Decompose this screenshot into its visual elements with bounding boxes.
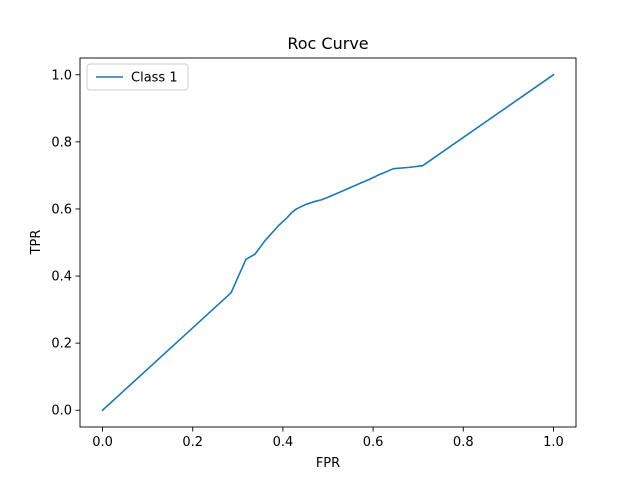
x-tick-label: 1.0 xyxy=(543,435,564,450)
x-tick-label: 0.4 xyxy=(273,435,294,450)
series-layer xyxy=(101,73,555,412)
y-tick-label: 0.2 xyxy=(51,337,72,352)
x-tick-label: 0.2 xyxy=(182,435,203,450)
plot-area xyxy=(79,57,577,428)
plot-frame xyxy=(79,57,577,428)
y-tick-label: 0.8 xyxy=(51,135,72,150)
legend-label: Class 1 xyxy=(131,71,178,86)
x-tick-label: 0.6 xyxy=(363,435,384,450)
series-line-class-1 xyxy=(101,73,555,412)
y-tick-label: 0.4 xyxy=(51,270,72,285)
x-axis-label: FPR xyxy=(316,456,340,471)
x-tick-label: 0.0 xyxy=(92,435,113,450)
y-axis-ticks: 0.0 0.2 0.4 0.6 0.8 1.0 xyxy=(51,68,80,419)
chart-title: Roc Curve xyxy=(287,34,368,53)
y-axis-label: TPR xyxy=(29,230,44,256)
legend-box xyxy=(86,63,189,91)
y-tick-label: 1.0 xyxy=(51,68,72,83)
x-axis-ticks: 0.0 0.2 0.4 0.6 0.8 1.0 xyxy=(92,427,564,450)
x-tick-label: 0.8 xyxy=(453,435,474,450)
legend: Class 1 xyxy=(86,63,189,91)
y-tick-label: 0.0 xyxy=(51,404,72,419)
y-tick-label: 0.6 xyxy=(51,202,72,217)
